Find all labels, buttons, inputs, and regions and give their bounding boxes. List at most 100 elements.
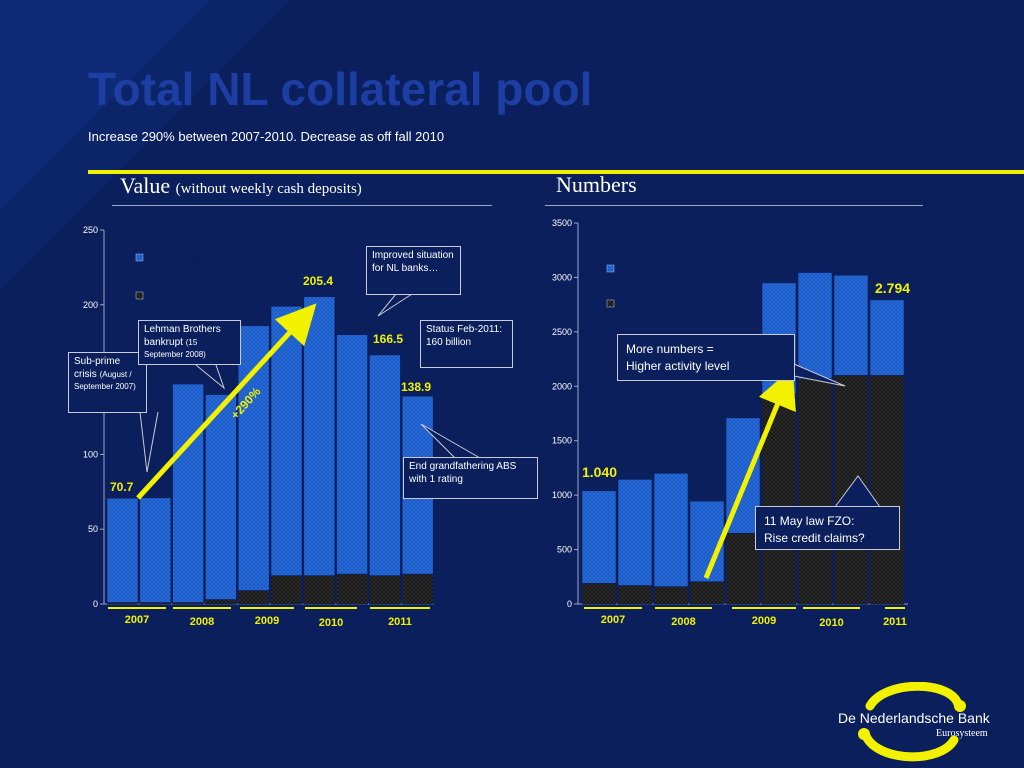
numbers-bar-marketables	[689, 500, 725, 582]
lehman-callout-line1: Lehman Brothers	[144, 324, 221, 335]
numbers-growth-arrow	[703, 367, 796, 579]
numbers-bar-non-marketables	[581, 583, 617, 605]
numbers-bar-non-marketables	[653, 586, 689, 605]
label-feb2011-value: 138.9	[401, 380, 431, 394]
value-heading-note: (without weekly cash deposits)	[175, 181, 362, 197]
numbers-bar-non-marketables	[797, 378, 833, 605]
value-year-label: 2007	[125, 614, 149, 626]
logo-dot-left	[858, 728, 870, 740]
legend-label-marketables-numbers: Marketables	[618, 265, 672, 276]
value-year-label: 2011	[388, 616, 412, 628]
law-pointer	[834, 475, 881, 508]
value-tick-label: 250	[83, 225, 98, 235]
slide-subtitle: Increase 290% between 2007-2010. Decreas…	[88, 129, 445, 144]
value-bar-non-marketables	[303, 575, 336, 605]
numbers-bar-non-marketables	[869, 375, 905, 605]
value-bar-marketables	[106, 497, 139, 603]
numbers-year-label: 2010	[819, 617, 843, 629]
logo-subtitle: Eurosysteem	[936, 728, 988, 739]
numbers-heading: Numbers	[556, 172, 637, 197]
numbers-bar-marketables	[833, 274, 869, 376]
numbers-year-label: 2009	[752, 615, 776, 627]
numbers-bar-marketables	[797, 272, 833, 379]
value-bar-marketables	[139, 497, 172, 603]
numbers-tick-label: 500	[557, 545, 572, 555]
numbers-bar-marketables	[617, 479, 653, 586]
numbers-bars	[581, 272, 905, 605]
growth-arrow	[136, 303, 317, 500]
improved-pointer	[377, 293, 413, 317]
numbers-year-labels: 2007 2008 2009 2010 2011	[584, 607, 907, 629]
more-numbers-line2: Higher activity level	[626, 358, 730, 373]
numbers-tick-label: 1500	[552, 436, 572, 446]
title-underline	[88, 170, 1024, 174]
numbers-year-label: 2007	[601, 614, 625, 626]
numbers-bar-non-marketables	[617, 585, 653, 605]
numbers-tick-label: 1000	[552, 490, 572, 500]
value-bar-non-marketables	[369, 575, 401, 605]
numbers-bar-marketables	[581, 490, 617, 584]
value-heading-text: Value	[120, 173, 171, 198]
value-tick-label: 200	[83, 300, 98, 310]
subprime-callout: Sub-prime crisis (August / September 200…	[68, 352, 147, 413]
legend-swatch-non-marketables-numbers	[606, 299, 615, 308]
numbers-year-label: 2011	[883, 616, 907, 628]
value-year-labels: 2007 2008 2009 2010 2011	[108, 607, 430, 629]
lehman-callout-line2: bankrupt	[144, 336, 183, 348]
subprime-pointer	[139, 411, 159, 473]
legend-swatch-non-marketables	[135, 291, 144, 300]
value-tick-label: 0	[93, 599, 98, 609]
numbers-heading-rule	[545, 205, 923, 206]
label-2007-value: 70.7	[110, 480, 134, 494]
legend-swatch-marketables-numbers	[606, 264, 615, 273]
dnb-logo	[858, 682, 966, 762]
value-bar-marketables	[369, 354, 401, 576]
label-2011-numbers: 2.794	[875, 280, 910, 296]
numbers-bar-non-marketables	[725, 532, 761, 605]
lehman-callout: Lehman Brothers bankrupt (15 September 2…	[138, 320, 241, 365]
improved-callout: Improved situation for NL banks…	[366, 246, 461, 295]
legend-swatch-marketables	[135, 253, 144, 262]
law-callout-line1: 11 May law FZO:	[764, 514, 855, 528]
lehman-pointer	[195, 364, 226, 390]
value-bar-marketables	[205, 394, 237, 600]
value-bar-marketables	[270, 305, 303, 576]
logo-dot-right	[954, 700, 966, 712]
law-callout-line2: Rise credit claims?	[764, 530, 865, 545]
label-nov2010-value: 166.5	[373, 332, 403, 346]
value-year-label: 2010	[319, 617, 343, 629]
numbers-bar-non-marketables	[689, 581, 725, 605]
value-heading: Value (without weekly cash deposits)	[120, 173, 362, 199]
numbers-tick-label: 2000	[552, 381, 572, 391]
subprime-callout-line2: crisis	[74, 368, 97, 380]
numbers-tick-label: 3500	[552, 218, 572, 228]
value-bar-marketables	[172, 383, 204, 603]
numbers-bar-marketables	[653, 473, 689, 587]
value-year-label: 2008	[190, 616, 214, 628]
lehman-callout-note: (15 September 2008)	[144, 337, 206, 360]
logo-top-arc	[865, 682, 963, 711]
logo-bottom-arc	[861, 731, 959, 762]
numbers-year-label: 2008	[671, 616, 695, 628]
value-year-label: 2009	[255, 615, 279, 627]
more-numbers-pointer	[793, 363, 846, 387]
numbers-tick-label: 2500	[552, 327, 572, 337]
label-2007-numbers: 1.040	[582, 464, 617, 480]
value-heading-rule	[112, 205, 492, 206]
logo-name: De Nederlandsche Bank	[838, 710, 990, 726]
label-peak-value: 205.4	[303, 274, 333, 288]
status-callout: Status Feb-2011: 160 billion	[420, 320, 513, 368]
value-bar-non-marketables	[401, 573, 434, 605]
numbers-tick-label: 0	[567, 599, 572, 609]
value-bars	[106, 296, 434, 605]
slide-title: Total NL collateral pool	[88, 63, 593, 115]
value-bar-non-marketables	[336, 573, 368, 605]
grandfather-pointer	[420, 423, 481, 459]
law-callout: 11 May law FZO: Rise credit claims?	[755, 506, 900, 550]
value-tick-label: 100	[83, 449, 98, 459]
legend-label-non-marketables-numbers: Non-Marketables	[618, 300, 694, 311]
grandfather-callout: End grandfathering ABS with 1 rating	[403, 457, 538, 499]
legend-label-non-marketables: Non-marketables	[148, 292, 224, 303]
subprime-callout-line1: Sub-prime	[74, 356, 121, 367]
